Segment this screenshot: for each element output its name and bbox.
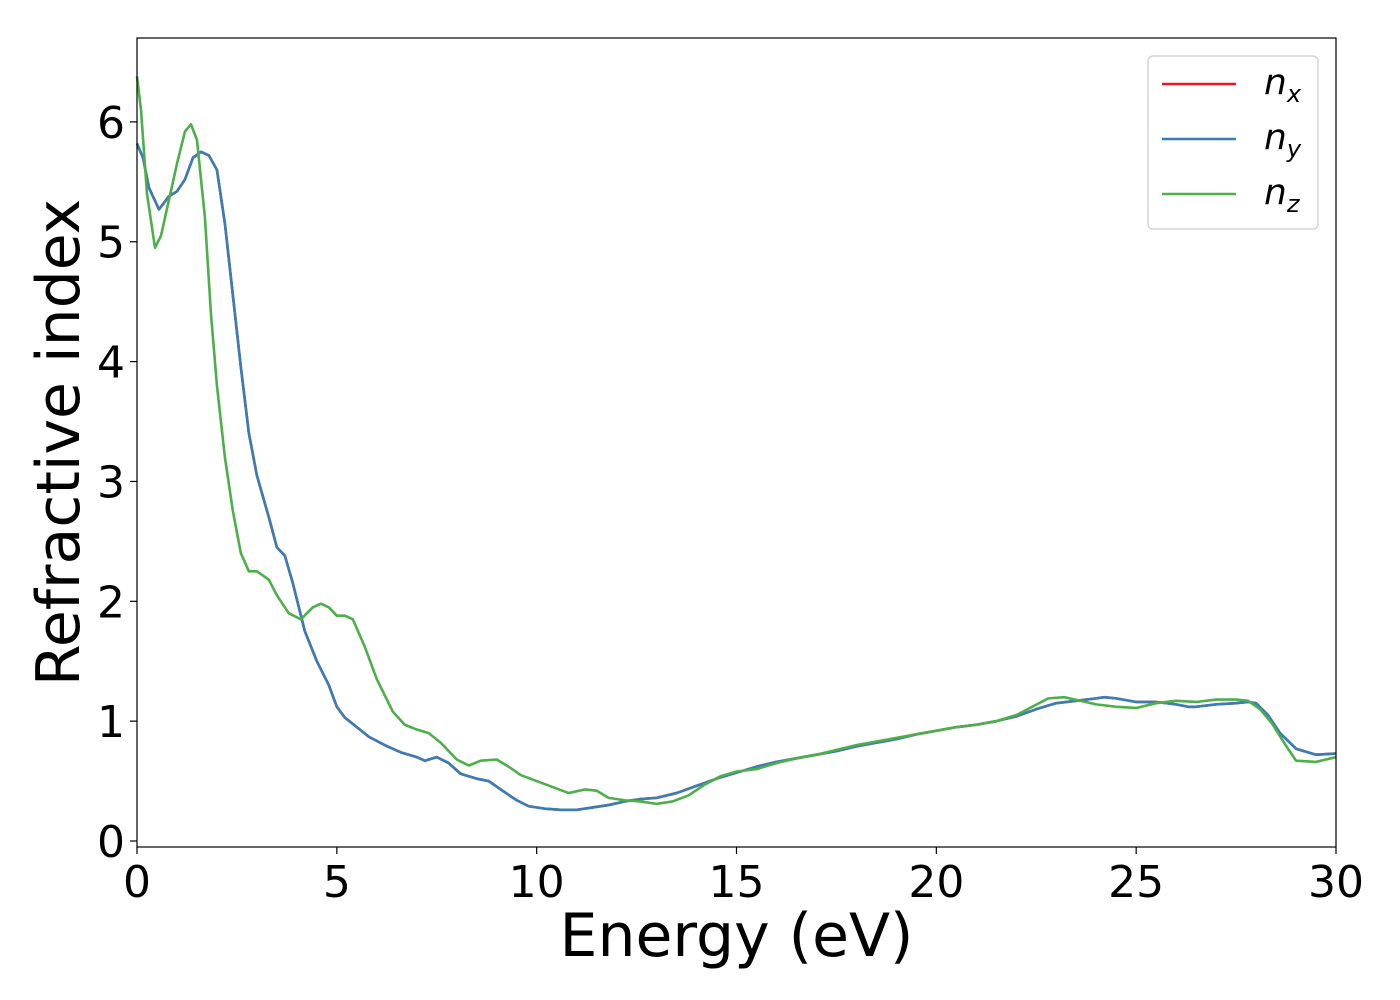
y-tick-label: 6 xyxy=(97,98,125,149)
y-tick-label: 2 xyxy=(97,577,125,628)
legend-label-nx: nx xyxy=(1264,62,1302,108)
series-layer xyxy=(135,76,1337,812)
legend-label-ny: ny xyxy=(1264,117,1302,163)
y-tick-label: 4 xyxy=(97,338,125,389)
legend-box xyxy=(1147,55,1319,230)
x-tick-label: 25 xyxy=(1108,857,1164,908)
legend-label-main: n xyxy=(1264,117,1287,158)
legend-label-subscript: y xyxy=(1286,135,1302,163)
y-tick-label: 1 xyxy=(97,697,125,748)
legend-label-subscript: x xyxy=(1286,80,1302,108)
legend-label-subscript: z xyxy=(1286,190,1301,218)
x-tick-label: 20 xyxy=(908,857,964,908)
x-tick-label: 5 xyxy=(323,857,351,908)
y-tick-label: 5 xyxy=(97,218,125,269)
series-line-nz xyxy=(135,76,1337,806)
y-tick-label: 3 xyxy=(97,457,125,508)
y-axis-title: Refractive index xyxy=(24,199,94,686)
legend-label-main: n xyxy=(1264,172,1287,213)
legend-label-nz: nz xyxy=(1264,172,1301,218)
y-tick-label: 0 xyxy=(97,817,125,868)
ticks-layer: 0 5 10 15 20 25 30 0 1 2 3 4 5 6 xyxy=(97,98,1364,908)
x-tick-label: 0 xyxy=(123,857,151,908)
x-tick-label: 10 xyxy=(509,857,565,908)
x-tick-label: 30 xyxy=(1308,857,1364,908)
x-axis-title: Energy (eV) xyxy=(560,901,914,971)
legend-label-main: n xyxy=(1264,62,1287,103)
series-line-ny xyxy=(135,142,1337,812)
x-tick-label: 15 xyxy=(709,857,765,908)
series-line-nx xyxy=(135,142,1337,812)
